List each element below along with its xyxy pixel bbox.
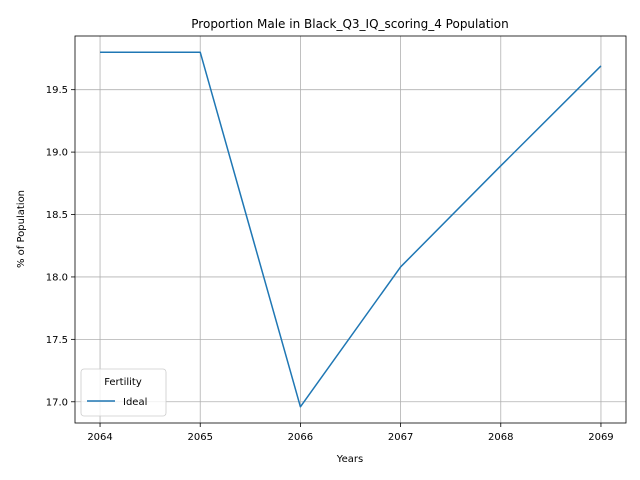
x-tick-label: 2067 bbox=[388, 432, 413, 443]
chart-title: Proportion Male in Black_Q3_IQ_scoring_4… bbox=[191, 17, 508, 31]
y-tick-label: 17.5 bbox=[46, 335, 68, 346]
y-tick-label: 18.5 bbox=[46, 210, 68, 221]
plot-frame bbox=[74, 35, 627, 424]
x-tick-label: 2066 bbox=[288, 432, 313, 443]
x-tick-label: 2064 bbox=[87, 432, 112, 443]
y-axis-label: % of Population bbox=[16, 190, 27, 268]
y-tick-label: 18.0 bbox=[46, 272, 68, 283]
legend-label-ideal: Ideal bbox=[123, 397, 147, 408]
grid-lines bbox=[75, 36, 626, 423]
series-layer bbox=[100, 51, 602, 408]
legend-box bbox=[80, 368, 167, 417]
x-tick-label: 2069 bbox=[588, 432, 613, 443]
y-tick-label: 19.5 bbox=[46, 85, 68, 96]
x-tick-label: 2068 bbox=[488, 432, 513, 443]
legend-title: Fertility bbox=[104, 377, 142, 388]
y-tick-label: 17.0 bbox=[46, 397, 68, 408]
x-axis-label: Years bbox=[336, 454, 363, 465]
series-line-ideal bbox=[100, 51, 602, 408]
y-tick-label: 19.0 bbox=[46, 148, 68, 159]
y-axis-ticks: 17.0 17.5 18.0 18.5 19.0 19.5 bbox=[46, 85, 75, 408]
x-tick-label: 2065 bbox=[188, 432, 213, 443]
x-axis-ticks: 2064 2065 2066 2067 2068 2069 bbox=[87, 423, 614, 443]
legend: Fertility Ideal bbox=[80, 368, 167, 417]
